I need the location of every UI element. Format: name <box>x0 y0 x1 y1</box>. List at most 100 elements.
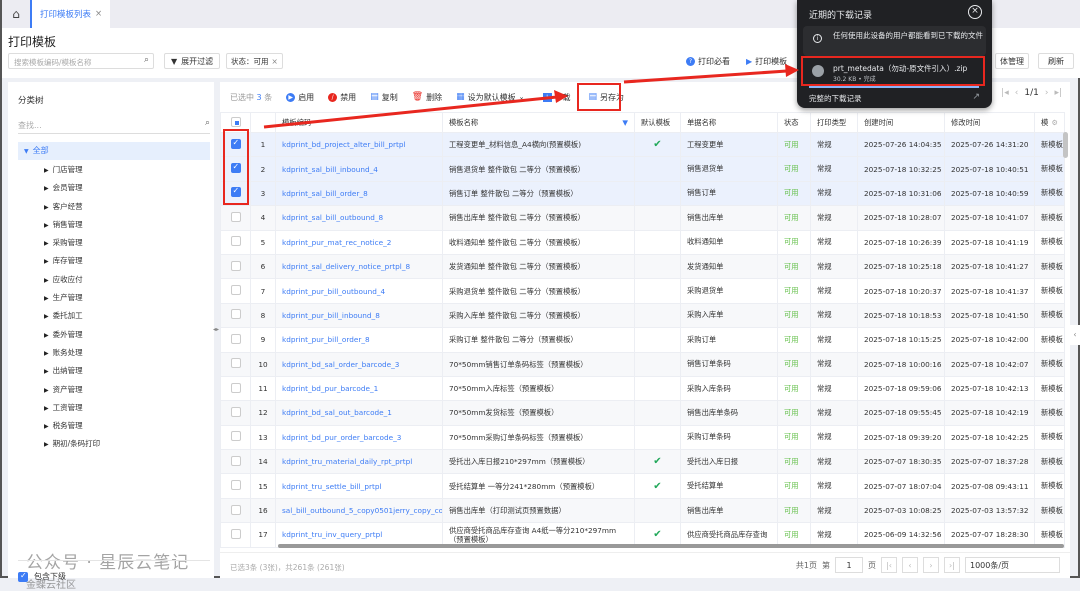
table-row[interactable]: 10 kdprint_bd_sal_order_barcode_3 70*50mm销… <box>220 351 1065 377</box>
template-code-link[interactable]: kdprint_bd_sal_out_barcode_1 <box>275 400 443 426</box>
table-row[interactable]: 1kdprint_bd_project_alter_bill_prtpl工程变更… <box>220 131 1065 158</box>
download-item[interactable]: prt_metedata（勿动-原文件引入）.zip 30.2 KB • 完成 <box>803 59 986 85</box>
row-checkbox[interactable] <box>220 424 251 451</box>
tree-item[interactable]: ▶ 期初/条码打印 <box>18 434 210 452</box>
caret-right-icon[interactable]: ▶ <box>44 313 49 321</box>
caret-right-icon[interactable]: ▶ <box>44 368 49 376</box>
filter-icon[interactable]: ▼ <box>622 117 628 127</box>
delete-button[interactable]: 🗑 删除 <box>412 92 442 103</box>
refresh-button[interactable]: 刷新 <box>1038 53 1074 69</box>
row-checkbox[interactable] <box>220 180 251 207</box>
search-icon[interactable]: ⌕ <box>143 55 149 65</box>
table-row[interactable]: 11 kdprint_bd_pur_barcode_1 70*50mm入库标签（预置… <box>220 375 1065 402</box>
tree-item[interactable]: ▶ 委托加工 <box>18 306 210 324</box>
tree-item[interactable]: ▶ 出纳管理 <box>18 361 210 379</box>
caret-right-icon[interactable]: ▶ <box>44 203 49 211</box>
download-button[interactable]: ↓ 下载 <box>542 92 571 103</box>
vertical-scrollbar[interactable] <box>1063 132 1068 158</box>
print-guide-link[interactable]: ? 打印必看 <box>686 56 730 67</box>
next-page-icon[interactable]: › <box>1044 88 1049 98</box>
chevron-down-icon[interactable]: ⌄ <box>518 93 525 101</box>
template-code-link[interactable]: sal_bill_outbound_5_copy0501jerry_copy_c… <box>275 497 443 524</box>
col-code[interactable]: 模板编码 <box>275 112 443 133</box>
last-page-icon[interactable]: ▸| <box>1054 88 1062 98</box>
col-created[interactable]: 创建时间 <box>857 112 945 133</box>
row-checkbox[interactable] <box>220 522 251 548</box>
table-row[interactable]: 15 kdprint_tru_settle_bill_prtpl 受托结算单 一等分… <box>220 473 1065 499</box>
close-icon[interactable]: × <box>968 5 982 19</box>
template-code-link[interactable]: kdprint_sal_delivery_notice_prtpl_8 <box>275 253 443 280</box>
template-code-link[interactable]: kdprint_bd_pur_order_barcode_3 <box>275 424 443 451</box>
table-row[interactable]: 8 kdprint_pur_bill_inbound_8 采购入库单 整件散包 二等… <box>220 302 1065 329</box>
row-checkbox[interactable] <box>220 449 251 475</box>
table-row[interactable]: 9 kdprint_pur_bill_order_8 采购订单 整件散包 二等分（预… <box>220 327 1065 353</box>
row-checkbox[interactable] <box>220 327 251 353</box>
row-checkbox[interactable] <box>220 375 251 402</box>
tab-print-template-list[interactable]: 打印模板列表 × <box>30 0 111 28</box>
search-input[interactable]: 搜索模板编码/模板名称 ⌕ <box>8 53 154 69</box>
include-sub-checkbox[interactable]: 包含下级 <box>18 560 210 582</box>
row-checkbox[interactable] <box>220 497 251 524</box>
table-row[interactable]: 12 kdprint_bd_sal_out_barcode_1 70*50mm发货标… <box>220 400 1065 426</box>
template-code-link[interactable]: kdprint_tru_material_daily_rpt_prtpl <box>275 449 443 475</box>
tree-item[interactable]: ▶ 库存管理 <box>18 251 210 269</box>
tree-item[interactable]: ▶ 账务处理 <box>18 343 210 361</box>
col-kind[interactable]: 模 ⚙ <box>1034 112 1065 133</box>
expand-filter-button[interactable]: ▼ 展开过滤 <box>164 53 221 69</box>
prev-page-button[interactable]: ‹ <box>902 557 918 573</box>
template-code-link[interactable]: kdprint_pur_bill_order_8 <box>275 327 443 353</box>
collapse-panel-icon[interactable]: ◂▸ <box>213 326 220 333</box>
col-status[interactable]: 状态 <box>777 112 811 133</box>
template-code-link[interactable]: kdprint_bd_project_alter_bill_prtpl <box>275 131 443 158</box>
tree-search-input[interactable]: 查找... ⌕ <box>18 118 210 134</box>
home-icon[interactable]: ⌂ <box>12 7 20 21</box>
template-code-link[interactable]: kdprint_sal_bill_order_8 <box>275 180 443 207</box>
caret-right-icon[interactable]: ▶ <box>44 185 49 193</box>
caret-right-icon[interactable]: ▶ <box>44 295 49 303</box>
search-icon[interactable]: ⌕ <box>204 118 210 128</box>
table-row[interactable]: 14 kdprint_tru_material_daily_rpt_prtpl 受托… <box>220 449 1065 475</box>
tree-item[interactable]: ▶ 销售管理 <box>18 215 210 233</box>
col-bill[interactable]: 单据名称 <box>680 112 778 133</box>
tree-item[interactable]: ▶ 税务管理 <box>18 416 210 434</box>
tree-item[interactable]: ▶ 采购管理 <box>18 233 210 251</box>
tree-item[interactable]: ▶ 客户经营 <box>18 197 210 215</box>
template-code-link[interactable]: kdprint_pur_mat_rec_notice_2 <box>275 229 443 255</box>
tree-item[interactable]: ▶ 工资管理 <box>18 398 210 416</box>
table-row[interactable]: 6 kdprint_sal_delivery_notice_prtpl_8 发货通知… <box>220 253 1065 280</box>
file-name[interactable]: prt_metedata（勿动-原文件引入）.zip <box>833 64 968 73</box>
row-checkbox[interactable] <box>220 229 251 255</box>
row-checkbox[interactable] <box>220 351 251 377</box>
row-checkbox[interactable] <box>220 205 251 231</box>
template-code-link[interactable]: kdprint_sal_bill_inbound_4 <box>275 156 443 182</box>
template-code-link[interactable]: kdprint_pur_bill_inbound_8 <box>275 302 443 329</box>
table-row[interactable]: 5 kdprint_pur_mat_rec_notice_2 收料通知单 整件散包 … <box>220 229 1065 255</box>
table-row[interactable]: 17 kdprint_tru_inv_query_prtpl 供应商受托商品库存查询… <box>220 522 1065 548</box>
prev-page-icon[interactable]: ‹ <box>1014 88 1019 98</box>
caret-right-icon[interactable]: ▶ <box>44 404 49 412</box>
caret-right-icon[interactable]: ▶ <box>44 258 49 266</box>
row-checkbox[interactable] <box>220 400 251 426</box>
caret-right-icon[interactable]: ▶ <box>44 386 49 394</box>
enable-button[interactable]: ▶ 启用 <box>286 92 314 103</box>
copy-button[interactable]: ▤ 复制 <box>370 92 398 103</box>
first-page-icon[interactable]: |◂ <box>1001 88 1009 98</box>
caret-right-icon[interactable]: ▶ <box>44 221 49 229</box>
caret-right-icon[interactable]: ▶ <box>44 349 49 357</box>
save-as-button[interactable]: ▤ 另存为 <box>589 92 625 103</box>
checkbox-icon[interactable] <box>18 571 28 582</box>
template-code-link[interactable]: kdprint_bd_sal_order_barcode_3 <box>275 351 443 377</box>
template-code-link[interactable]: kdprint_pur_bill_outbound_4 <box>275 278 443 304</box>
caret-right-icon[interactable]: ▶ <box>44 423 49 431</box>
select-all-checkbox[interactable] <box>220 112 251 133</box>
tree-item[interactable]: ▶ 会员管理 <box>18 178 210 196</box>
col-name[interactable]: 模板名称 ▼ <box>442 112 635 133</box>
template-code-link[interactable]: kdprint_tru_inv_query_prtpl <box>275 522 443 548</box>
table-row[interactable]: 4 kdprint_sal_bill_outbound_8 销售出库单 整件散包 二… <box>220 205 1065 231</box>
caret-right-icon[interactable]: ▶ <box>44 331 49 339</box>
page-input[interactable]: 1 <box>835 557 863 573</box>
col-modified[interactable]: 修改时间 <box>944 112 1035 133</box>
row-checkbox[interactable] <box>220 278 251 304</box>
tree-item[interactable]: ▶ 委外管理 <box>18 325 210 343</box>
